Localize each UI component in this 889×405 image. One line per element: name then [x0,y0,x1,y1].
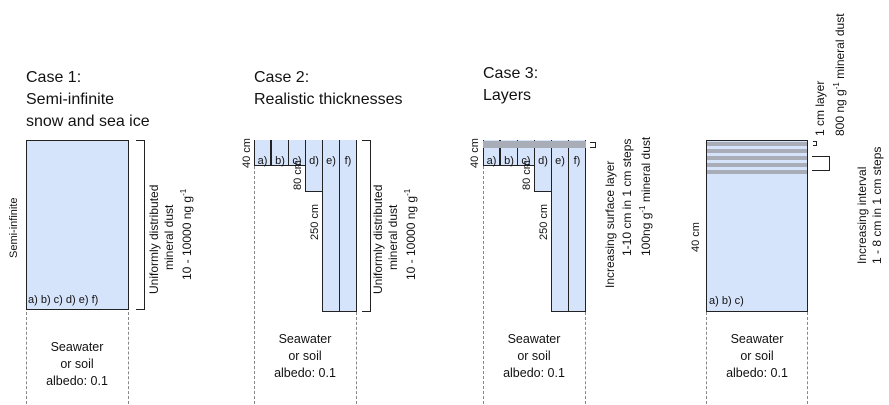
case-2-bottom-text: Seawater or soil albedo: 0.1 [245,331,365,382]
case-4-interval-line-1: Increasing interval [855,166,869,264]
case-1-side-label: Semi-infinite [8,197,20,258]
case-1-bottom-line-1: Seawater [50,340,104,354]
case-3-layer-line-2: 1-10 cm in 1 cm steps [620,138,634,256]
case-3-col-label: c) [521,155,531,167]
case-3-col-label: d) [538,155,548,167]
case-1-ice-block [26,140,129,310]
case-2-dust-line-3: 10 - 10000 ng g-1 [403,188,418,280]
case-2-bottom-line-3: albedo: 0.1 [274,366,336,380]
case-2-bracket [362,140,371,312]
case-4-dust-band [707,149,807,153]
case-4-bottom-text: Seawater or soil albedo: 0.1 [697,331,817,382]
case-3-bottom-text: Seawater or soil albedo: 0.1 [474,331,594,382]
case-3-layer-line-1: Increasing surface layer [603,160,617,288]
case-2-col-label: f) [344,155,352,167]
case-1-bottom-line-3: albedo: 0.1 [46,374,108,388]
case-4-depth-40: 40 cm [690,222,702,252]
case-2-bottom-line-2: or soil [288,349,322,363]
case-1-dust-line-3: 10 - 10000 ng g-1 [179,188,194,280]
case-4-interval-tick-top [812,156,830,157]
case-4-bottom-line-3: albedo: 0.1 [726,366,788,380]
case-1-dashed-right [128,312,129,404]
case-4-top-line-1: 1 cm layer [813,80,827,136]
case-3-dashed-right [585,312,586,404]
case-2-title: Case 2: [254,69,310,86]
case-2-col-label: e) [326,155,336,167]
case-2-subtitle: Realistic thicknesses [254,91,403,108]
case-1-subtitle: Semi-infinite [26,91,115,108]
case-2-dust-line-1: Uniformly distributed [371,184,385,294]
case-3-dust-surface-layer [483,141,586,148]
case-4-bottom-line-1: Seawater [730,332,784,346]
case-2-dashed-right [356,312,357,404]
case-3-col-label: f) [573,155,581,167]
case-3-col-label: b) [504,155,514,167]
case-1-subtitle-2: snow and sea ice [26,113,150,130]
case-4-top-bracket [813,141,817,146]
case-4-interval-line-2: 1 - 8 cm in 1 cm steps [870,146,884,264]
case-4-top-line-2: 800 ng g-1 mineral dust [832,13,847,136]
case-3-bottom-line-3: albedo: 0.1 [503,366,565,380]
case-2-col-label: a) [257,155,268,167]
case-3-column-f [568,140,586,312]
case-1-bottom-line-2: or soil [60,357,94,371]
case-4-dust-band [707,170,807,174]
case-4-ice-block [706,140,808,312]
case-2-bottom-line-1: Seawater [278,332,332,346]
case-2-dust-line-2: mineral dust [386,204,400,270]
case-4-dust-band [707,142,807,146]
case-3-depth-250: 250 cm [538,203,550,240]
case-2-depth-250: 250 cm [309,203,321,240]
case-4-dust-band [707,163,807,167]
case-3-depth-80: 80 cm [521,160,533,190]
case-3-subtitle: Layers [483,87,532,104]
case-2-depth-40: 40 cm [241,138,253,168]
case-2-col-label: b) [275,155,285,167]
case-1-dust-line-1: Uniformly distributed [147,184,161,294]
case-1-dashed-left [26,312,27,404]
case-2-column-a [254,140,271,166]
case-1-columns-label: a) b) c) d) e) f) [28,294,99,306]
case-3-depth-40: 40 cm [469,138,481,168]
case-4-columns-label: a) b) c) [709,295,744,307]
case-3-col-label: a) [486,155,497,167]
case-4-dashed-left [706,312,707,404]
case-3-bottom-line-2: or soil [517,349,551,363]
case-3-layer-line-3: 100ng g-1 mineral dust [638,136,653,256]
case-3-bottom-line-1: Seawater [507,332,561,346]
case-3-col-label: e) [555,155,565,167]
case-4-dust-band [707,156,807,160]
case-2-col-label: d) [309,155,319,167]
case-1-title: Case 1: [26,69,82,86]
case-2-col-label: c) [292,155,302,167]
case-2-dashed-left [254,166,255,404]
case-4-interval-tick-bottom [812,170,830,171]
case-4-bottom-line-2: or soil [740,349,774,363]
case-3-title: Case 3: [483,65,539,82]
case-2-column-f [339,140,357,312]
case-3-small-bracket [590,142,596,148]
case-1-dust-line-2: mineral dust [162,204,176,270]
case-1-bracket [136,140,145,310]
case-3-dashed-left [483,166,484,404]
case-4-dashed-right [807,312,808,404]
case-1-bottom-text: Seawater or soil albedo: 0.1 [17,339,137,390]
case-4-interval-bracket [829,156,830,171]
case-2-depth-80: 80 cm [292,160,304,190]
